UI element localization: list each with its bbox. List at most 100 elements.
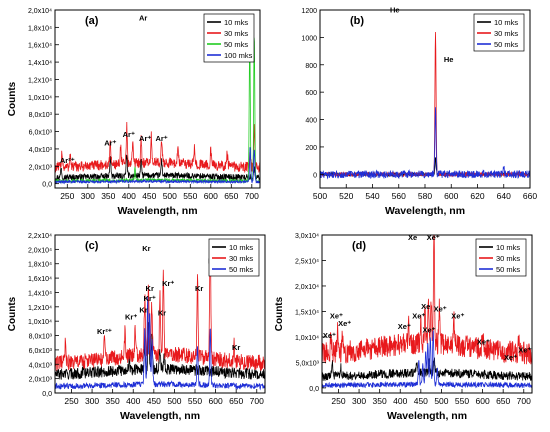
x-tick-label: 650 <box>224 191 238 201</box>
peak-annotation: Xe⁺ <box>422 325 435 334</box>
y-tick-label: 0,0 <box>42 391 52 398</box>
legend: 10 mks 30 mks 50 mks 100 mks <box>203 13 255 63</box>
y-tick-label: 2,2x10⁴ <box>28 233 52 240</box>
y-tick-label: 1,0x10⁴ <box>295 335 319 342</box>
y-tick-label: 2,0x10³ <box>29 377 53 384</box>
y-tick-label: 1,8x10⁴ <box>28 25 52 32</box>
series-line-30-mks <box>322 235 532 365</box>
y-tick-label: 2,0x10⁴ <box>28 8 52 15</box>
peak-annotation: Kr²⁺ <box>97 327 112 336</box>
panel-label: (c) <box>85 240 99 252</box>
y-tick-label: 1,8x10⁴ <box>28 262 52 269</box>
series-line-50-mks <box>55 32 260 185</box>
peak-annotation: Kr⁺ <box>144 294 156 303</box>
series-group <box>55 245 265 391</box>
series-line-50-mks <box>322 330 532 389</box>
legend: 10 mks 30 mks 50 mks <box>473 13 525 52</box>
x-tick-label: 700 <box>250 396 264 406</box>
peak-annotation: Xe⁺ <box>504 353 517 362</box>
peak-annotation: Xe⁺ <box>330 312 343 321</box>
x-tick-label: 300 <box>81 191 95 201</box>
series-group <box>55 32 260 185</box>
y-axis-label: Counts <box>7 81 18 116</box>
peak-annotation: Ar⁺ <box>155 134 167 143</box>
x-tick-label: 300 <box>352 396 366 406</box>
x-tick-label: 550 <box>188 396 202 406</box>
y-tick-label: 1,6x10⁴ <box>28 276 52 283</box>
peak-annotation: He <box>444 55 454 64</box>
legend-label: 10 mks <box>224 18 248 27</box>
x-tick-label: 500 <box>434 396 448 406</box>
series-line-30-mks <box>55 121 260 174</box>
x-tick-label: 400 <box>122 191 136 201</box>
y-tick-label: 200 <box>305 145 317 152</box>
legend-label: 50 mks <box>229 265 253 274</box>
y-tick-label: 0,0 <box>309 386 319 393</box>
y-tick-label: 5,0x10³ <box>296 360 320 367</box>
y-tick-label: 8,0x10³ <box>29 334 53 341</box>
peak-annotation: Kr <box>158 308 166 317</box>
x-tick-label: 580 <box>418 191 432 201</box>
legend-label: 30 mks <box>496 254 520 263</box>
peak-annotation: Xe⁺ <box>434 304 447 313</box>
plot-frame <box>54 234 266 394</box>
y-tick-label: 1,2x10⁴ <box>28 305 52 312</box>
x-tick-label: 500 <box>167 396 181 406</box>
x-tick-label: 450 <box>142 191 156 201</box>
x-tick-label: 660 <box>523 191 537 201</box>
peak-annotation: Kr <box>142 244 150 253</box>
y-tick-label: 6,0x10³ <box>29 130 53 137</box>
legend-label: 10 mks <box>229 243 253 252</box>
y-tick-label: 1000 <box>301 35 317 42</box>
y-tick-label: 2,5x10⁴ <box>295 258 319 265</box>
chart-panel-he: 500 520 540 560 580 600 620 640 660 0 200 400 600 800… <box>301 6 537 217</box>
legend-label: 50 mks <box>496 265 520 274</box>
chart-panel-ar: 250 300 350 400 450 500 550 600 650 700 0,0 2,0x10³… <box>7 8 261 217</box>
peak-annotation: Xe⁺ <box>427 233 440 242</box>
y-tick-label: 4,0x10³ <box>29 147 53 154</box>
x-tick-label: 540 <box>365 191 379 201</box>
legend: 10 mks 30 mks 50 mks <box>475 238 527 277</box>
chart-panel-xe: 250 300 350 400 450 500 550 600 650 700 0,0 5,0x10³… <box>274 233 533 422</box>
y-tick-label: 1,2x10⁴ <box>28 77 52 84</box>
y-tick-label: 8,0x10³ <box>29 112 53 119</box>
chart-panel-kr: 250 300 350 400 450 500 550 600 650 700 0,0 2,0x10³… <box>7 233 266 422</box>
x-axis-label: Wavelength, nm <box>117 205 197 217</box>
peak-annotation: Xe⁺ <box>323 331 336 340</box>
y-tick-label: 2,0x10³ <box>29 164 53 171</box>
x-tick-label: 650 <box>496 396 510 406</box>
peak-annotation: Xe <box>421 302 430 311</box>
x-tick-label: 700 <box>517 396 531 406</box>
x-tick-label: 500 <box>163 191 177 201</box>
y-tick-label: 4,0x10³ <box>29 362 53 369</box>
series-line-30-mks <box>55 245 265 371</box>
x-tick-label: 500 <box>313 191 327 201</box>
peak-annotation: Kr <box>146 284 154 293</box>
x-tick-label: 650 <box>229 396 243 406</box>
x-tick-label: 250 <box>60 191 74 201</box>
x-tick-label: 250 <box>64 396 78 406</box>
series-line-10-mks <box>322 357 532 381</box>
x-tick-label: 560 <box>392 191 406 201</box>
x-tick-label: 620 <box>470 191 484 201</box>
x-tick-label: 550 <box>455 396 469 406</box>
y-tick-label: 1,0x10⁴ <box>28 95 52 102</box>
peak-annotation: Xe⁺ <box>412 312 425 321</box>
y-tick-label: 400 <box>305 118 317 125</box>
peak-annotation: Kr <box>139 306 147 315</box>
x-axis-label: Wavelength, nm <box>387 410 467 422</box>
x-tick-label: 350 <box>106 396 120 406</box>
peak-annotation: Ar²⁺ <box>60 156 75 165</box>
legend-label: 50 mks <box>224 40 248 49</box>
x-tick-label: 300 <box>85 396 99 406</box>
peak-annotation: Ar⁺ <box>139 134 151 143</box>
peak-annotation: Xe⁺ <box>518 346 531 355</box>
y-tick-label: 3,0x10⁴ <box>295 233 319 240</box>
y-tick-label: 6,0x10³ <box>29 348 53 355</box>
legend-label: 50 mks <box>494 40 518 49</box>
peak-annotation: Ar⁺ <box>104 138 116 147</box>
legend: 10 mks 30 mks 50 mks <box>208 238 260 277</box>
x-axis-label: Wavelength, nm <box>120 410 200 422</box>
y-tick-label: 2,0x10⁴ <box>295 284 319 291</box>
peak-annotation: Kr <box>232 343 240 352</box>
